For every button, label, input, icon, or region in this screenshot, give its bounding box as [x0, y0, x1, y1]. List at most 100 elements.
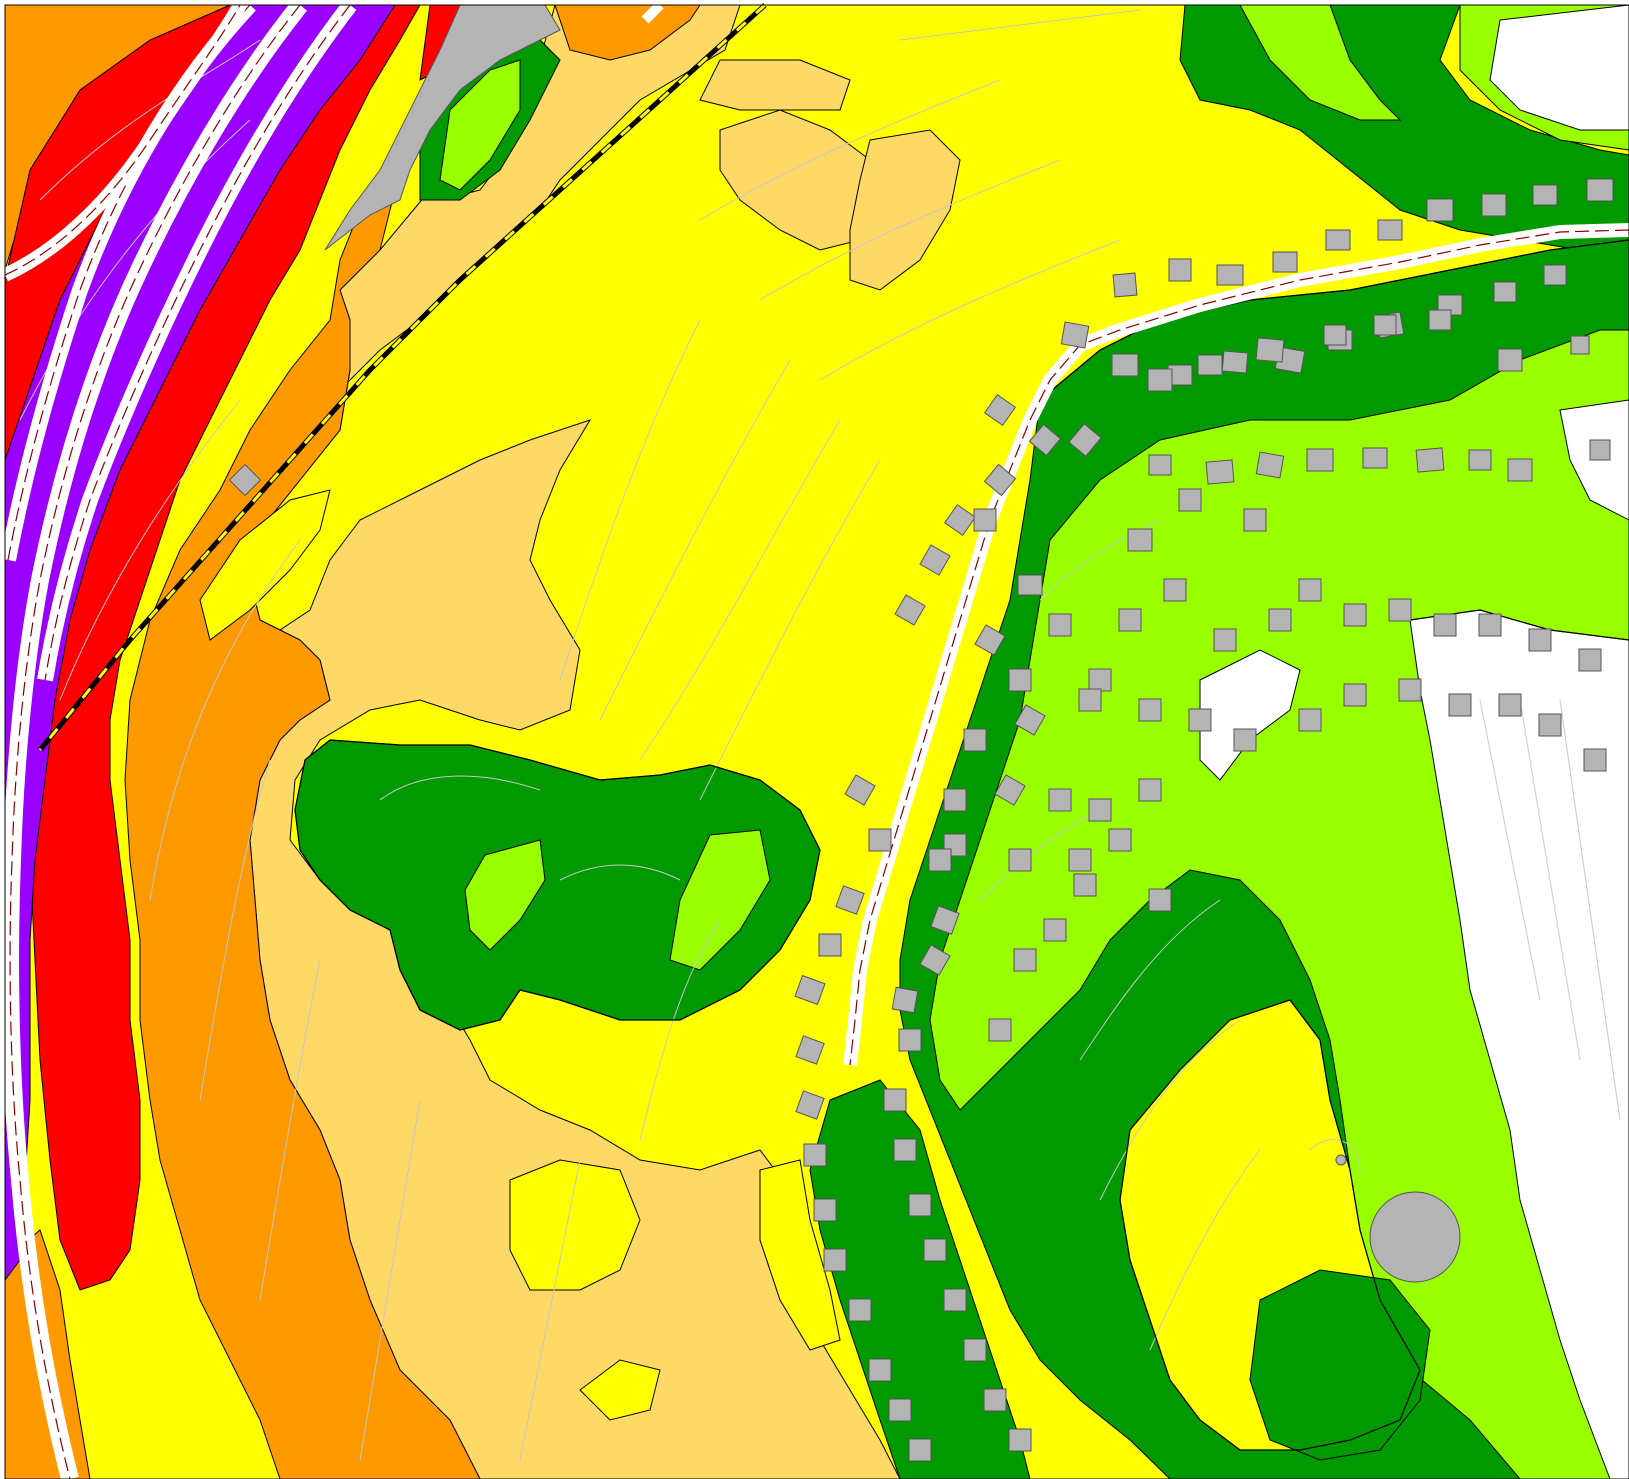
building — [1163, 578, 1187, 602]
storage-tank — [1369, 1191, 1461, 1283]
building — [919, 944, 951, 976]
building — [1073, 873, 1097, 897]
contour-line — [149, 539, 301, 901]
survey-point — [1335, 1154, 1347, 1166]
contour-line — [1519, 699, 1581, 1061]
building — [1017, 574, 1043, 596]
building — [963, 1338, 987, 1362]
railway — [38, 3, 767, 752]
building — [898, 1028, 922, 1052]
contour-line — [639, 419, 841, 761]
building — [1068, 423, 1102, 457]
building — [1415, 447, 1445, 473]
building — [228, 463, 262, 497]
building — [1272, 251, 1298, 273]
zone-borders — [294, 239, 1629, 1451]
contour-line — [1079, 899, 1221, 1061]
building — [1048, 613, 1072, 637]
zone-light-green-patch — [464, 839, 546, 951]
building — [1014, 704, 1046, 736]
building — [1388, 598, 1412, 622]
building — [1148, 454, 1172, 476]
contour-line — [899, 9, 1141, 41]
building — [1468, 449, 1492, 471]
railway-track-dash — [38, 3, 767, 751]
building — [943, 1288, 967, 1312]
building — [1583, 748, 1607, 772]
building — [1138, 778, 1162, 802]
building — [1138, 698, 1162, 722]
contour-line — [759, 159, 1061, 301]
contour-line — [1039, 519, 1161, 601]
building — [1343, 683, 1367, 707]
contour-line — [519, 1159, 581, 1461]
contour-line — [599, 359, 791, 721]
zone-white — [1409, 609, 1629, 1479]
building — [919, 544, 951, 576]
building — [1078, 688, 1102, 712]
building — [928, 848, 952, 872]
building — [893, 1138, 917, 1162]
building — [1043, 918, 1067, 942]
zone-border — [294, 739, 821, 1031]
contour-line — [379, 775, 541, 801]
contour-line — [259, 959, 321, 1301]
building — [1481, 193, 1507, 217]
noise-zones — [4, 4, 1629, 1479]
building — [974, 624, 1006, 656]
building — [1373, 314, 1397, 336]
building — [795, 1035, 825, 1065]
building — [923, 1238, 947, 1262]
road-ramp — [4, 4, 241, 276]
building — [1188, 708, 1212, 732]
zone-light-orange-patch — [699, 59, 851, 111]
building — [1325, 229, 1351, 251]
zone-light-green — [1239, 4, 1402, 121]
building — [823, 1248, 847, 1272]
building — [883, 1088, 907, 1112]
zone-light-green-patch — [669, 829, 771, 971]
building — [1205, 459, 1235, 485]
building — [1478, 613, 1502, 637]
contour-line — [1309, 1139, 1361, 1171]
building — [943, 788, 967, 812]
building — [1507, 458, 1533, 482]
zone-white — [1489, 4, 1629, 131]
building — [1586, 178, 1614, 202]
building — [888, 1398, 912, 1422]
building — [994, 774, 1026, 806]
zone-light-orange-patch — [849, 129, 961, 291]
building — [1448, 693, 1472, 717]
building — [1497, 348, 1523, 372]
contour-line — [199, 759, 271, 1101]
building — [813, 1198, 837, 1222]
building — [983, 1388, 1007, 1412]
building — [1178, 488, 1202, 512]
zone-border — [1119, 999, 1421, 1451]
building — [803, 1143, 827, 1167]
building — [1068, 848, 1092, 872]
building — [1118, 608, 1142, 632]
building — [1008, 1428, 1032, 1452]
building — [1532, 184, 1558, 206]
contour-line — [559, 864, 681, 881]
contour-line — [699, 459, 881, 801]
building — [988, 1018, 1012, 1042]
building — [1008, 848, 1032, 872]
building — [1243, 508, 1267, 532]
building — [930, 905, 960, 935]
building — [1578, 648, 1602, 672]
contour-line — [1559, 699, 1621, 1121]
building — [943, 503, 977, 537]
building — [1147, 368, 1173, 392]
building — [1013, 948, 1037, 972]
building — [1433, 613, 1457, 637]
contour-line — [819, 239, 1121, 381]
building — [1028, 423, 1062, 457]
building — [1268, 608, 1292, 632]
building — [894, 594, 926, 626]
contour-line — [19, 119, 251, 421]
building — [1088, 798, 1112, 822]
